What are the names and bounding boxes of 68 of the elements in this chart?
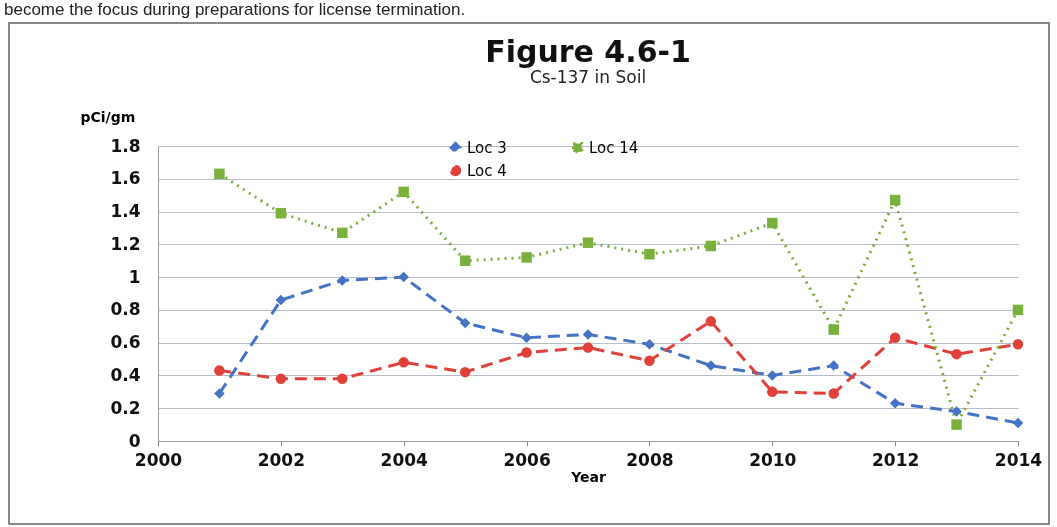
- y-tick-label: 1.4: [110, 201, 141, 222]
- x-tick-label: 2002: [257, 449, 306, 470]
- point: [767, 386, 778, 398]
- point: [951, 406, 962, 417]
- point: [951, 419, 962, 430]
- point: [398, 271, 409, 283]
- point: [951, 348, 962, 360]
- point: [275, 373, 287, 384]
- point: [828, 360, 839, 371]
- point: [398, 357, 409, 368]
- point: [705, 360, 717, 371]
- point: [459, 317, 471, 329]
- point: [521, 332, 532, 343]
- point: [459, 366, 471, 378]
- point: [214, 388, 225, 399]
- x-tick-label: 2008: [626, 449, 674, 470]
- x-tick-label: 2012: [871, 449, 920, 470]
- point: [337, 373, 348, 384]
- point: [214, 168, 225, 180]
- y-tick-label: 1.6: [110, 168, 141, 189]
- point: [767, 217, 778, 229]
- point: [1012, 417, 1024, 429]
- y-tick-label: 0.8: [110, 299, 141, 320]
- y-tick-label: 0: [128, 430, 141, 451]
- point: [1012, 304, 1024, 316]
- point: [644, 355, 655, 366]
- x-tick-label: 2006: [503, 449, 551, 470]
- x-tick-label: 2010: [749, 449, 797, 470]
- point: [214, 365, 225, 376]
- point: [889, 194, 901, 206]
- y-tick-label: 1: [128, 266, 141, 287]
- x-tick-label: 2004: [380, 449, 429, 470]
- y-axis-title: pCi/gm: [80, 108, 136, 125]
- point: [644, 339, 655, 350]
- x-tick-label: 2014: [994, 449, 1043, 470]
- y-tick-label: 1.8: [110, 135, 141, 156]
- point: [337, 227, 348, 239]
- chart-title: Figure 4.6-1: [485, 34, 691, 69]
- x-axis-title: Year: [570, 468, 606, 485]
- y-tick-label: 1.2: [110, 233, 141, 254]
- y-tick-label: 0.6: [110, 332, 141, 353]
- point: [705, 316, 717, 327]
- point: [582, 237, 594, 248]
- point: [1012, 339, 1024, 350]
- y-tick-label: 0.4: [110, 364, 141, 385]
- y-tick-label: 0.2: [110, 397, 141, 418]
- point: [582, 329, 594, 340]
- legend-label: Loc 4: [467, 161, 507, 180]
- point: [337, 275, 348, 286]
- point: [275, 207, 287, 219]
- point: [275, 294, 287, 306]
- point: [644, 248, 655, 260]
- point: [889, 332, 901, 343]
- point: [521, 252, 532, 263]
- point: [828, 324, 839, 335]
- point: [767, 370, 778, 381]
- point: [398, 186, 409, 198]
- legend-label: Loc 3: [467, 138, 507, 157]
- chart-subtitle: Cs-137 in Soil: [529, 67, 647, 87]
- point: [582, 342, 594, 353]
- point: [889, 398, 901, 409]
- point: [828, 388, 839, 399]
- point: [521, 347, 532, 358]
- legend-label: Loc 14: [589, 138, 639, 157]
- point: [459, 255, 471, 266]
- x-tick-label: 2000: [134, 449, 183, 470]
- point: [705, 240, 717, 252]
- text: become the focus during preparations for license termination.: [4, 0, 466, 20]
